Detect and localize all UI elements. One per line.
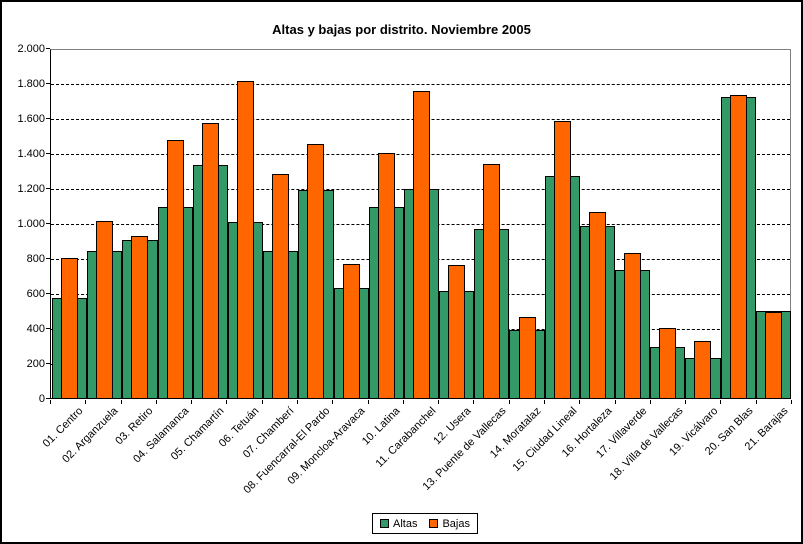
bar-bajas: [131, 236, 149, 399]
y-tick: [46, 48, 50, 49]
bar-bajas: [272, 174, 290, 399]
y-axis-label: 0: [38, 393, 45, 405]
y-axis-label: 1.600: [17, 113, 45, 125]
y-tick: [46, 328, 50, 329]
district-bar-group: [509, 50, 545, 399]
bar-bajas: [659, 328, 677, 399]
x-tick: [755, 400, 757, 404]
district-bar-group: [263, 50, 299, 399]
y-tick: [46, 258, 50, 259]
y-tick: [46, 188, 50, 189]
x-tick: [332, 400, 334, 404]
chart-title: Altas y bajas por distrito. Noviembre 20…: [272, 22, 531, 37]
legend-item-bajas: Bajas: [429, 518, 470, 530]
plot-area: [50, 49, 791, 399]
x-tick: [402, 400, 404, 404]
bar-bajas: [377, 153, 395, 399]
y-tick: [46, 398, 50, 399]
bar-bajas: [553, 120, 571, 399]
altas-swatch-icon: [380, 519, 389, 528]
y-axis-label: 1.800: [17, 78, 45, 90]
gridline: [51, 84, 790, 85]
district-bar-group: [298, 50, 334, 399]
district-bar-group: [650, 50, 686, 399]
bar-bajas: [96, 220, 114, 399]
bar-bajas: [483, 163, 501, 399]
x-tick: [85, 400, 87, 404]
y-axis-label: 600: [26, 288, 45, 300]
y-axis-label: 1.200: [17, 183, 45, 195]
x-tick: [544, 400, 545, 404]
district-bar-group: [544, 50, 580, 399]
bar-bajas: [764, 311, 782, 399]
bar-bajas: [588, 211, 606, 399]
x-tick: [50, 400, 51, 404]
district-bar-group: [157, 50, 193, 399]
y-axis-label: 1.000: [17, 218, 45, 230]
district-bar-group: [368, 50, 404, 399]
district-bar-group: [52, 50, 88, 399]
x-tick: [614, 400, 616, 404]
bars-layer: [52, 50, 791, 399]
x-tick: [120, 400, 122, 404]
x-tick: [791, 400, 792, 404]
y-tick: [46, 363, 50, 364]
legend-box: Altas Bajas: [372, 513, 478, 534]
bar-bajas: [624, 252, 642, 399]
y-axis-label: 2.000: [17, 43, 45, 55]
y-axis-label: 800: [26, 253, 45, 265]
y-axis-label: 200: [26, 358, 45, 370]
bar-bajas: [518, 316, 536, 399]
x-tick: [155, 400, 157, 404]
district-bar-group: [439, 50, 475, 399]
bar-bajas: [448, 265, 466, 399]
x-tick: [438, 400, 440, 404]
district-bar-group: [87, 50, 123, 399]
district-bar-group: [685, 50, 721, 399]
bar-bajas: [201, 123, 219, 399]
x-tick: [720, 400, 722, 404]
bar-bajas: [694, 341, 712, 399]
legend-item-altas: Altas: [380, 518, 417, 530]
bar-bajas: [237, 80, 255, 399]
bajas-swatch-icon: [429, 519, 439, 528]
district-bar-group: [755, 50, 791, 399]
x-tick: [508, 400, 510, 404]
x-tick: [579, 400, 581, 404]
legend-label-bajas: Bajas: [442, 517, 470, 530]
x-tick: [226, 400, 228, 404]
x-tick: [297, 400, 298, 404]
x-tick: [191, 400, 193, 404]
legend-label-altas: Altas: [393, 517, 418, 530]
district-bar-group: [579, 50, 615, 399]
y-tick: [46, 118, 50, 119]
district-bar-group: [474, 50, 510, 399]
bar-bajas: [729, 94, 747, 399]
bar-bajas: [166, 140, 184, 399]
district-bar-group: [720, 50, 756, 399]
y-tick: [46, 153, 50, 154]
district-bar-group: [192, 50, 228, 399]
y-axis-label: 400: [26, 323, 45, 335]
y-tick: [46, 293, 50, 294]
district-bar-group: [122, 50, 158, 399]
bar-bajas: [61, 258, 79, 399]
x-tick: [261, 400, 263, 404]
bar-bajas: [342, 264, 360, 399]
x-tick: [685, 400, 687, 404]
y-tick: [46, 223, 50, 224]
y-axis-label: 1.400: [17, 148, 45, 160]
bar-bajas: [412, 91, 430, 399]
bar-bajas: [307, 143, 325, 399]
y-tick: [46, 83, 50, 84]
district-bar-group: [615, 50, 651, 399]
district-bar-group: [403, 50, 440, 399]
district-bar-group: [333, 50, 369, 399]
x-tick: [649, 400, 651, 404]
x-tick: [473, 400, 475, 404]
x-tick: [367, 400, 369, 404]
district-bar-group: [227, 50, 264, 399]
